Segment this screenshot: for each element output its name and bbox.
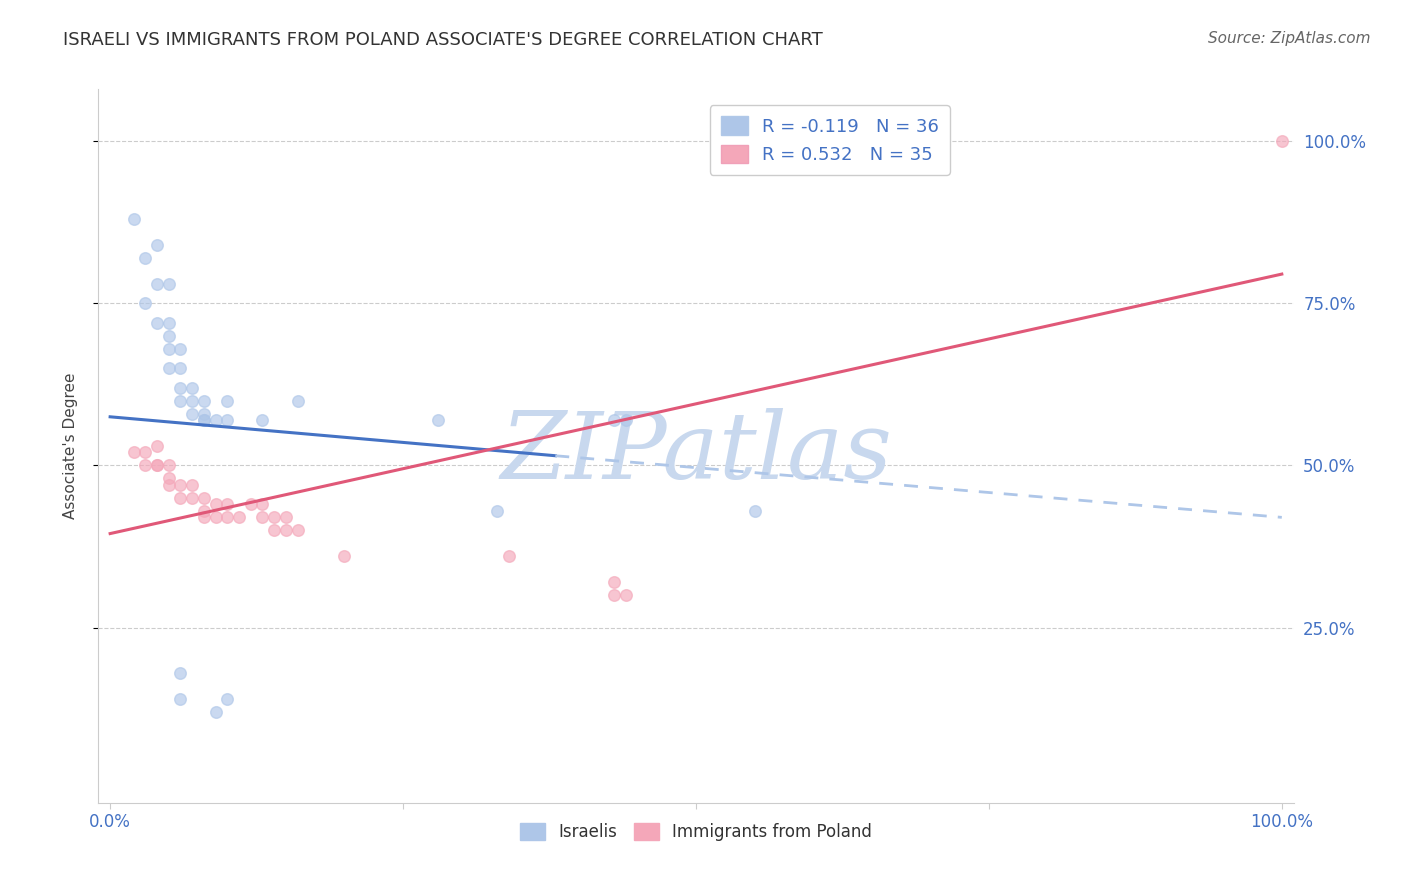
Point xyxy=(169,491,191,505)
Point xyxy=(134,251,156,265)
Point xyxy=(146,439,169,453)
Point xyxy=(228,510,250,524)
Point xyxy=(193,413,215,427)
Point xyxy=(603,413,626,427)
Point xyxy=(146,316,169,330)
Point xyxy=(287,393,309,408)
Point xyxy=(744,504,766,518)
Point xyxy=(274,510,297,524)
Point xyxy=(603,575,626,590)
Point xyxy=(193,407,215,421)
Point xyxy=(287,524,309,538)
Text: ISRAELI VS IMMIGRANTS FROM POLAND ASSOCIATE'S DEGREE CORRELATION CHART: ISRAELI VS IMMIGRANTS FROM POLAND ASSOCI… xyxy=(63,31,823,49)
Point xyxy=(204,413,226,427)
Point xyxy=(169,666,191,681)
Point xyxy=(498,549,520,564)
Point xyxy=(146,277,169,291)
Point xyxy=(252,497,274,511)
Point xyxy=(146,238,169,252)
Point xyxy=(614,413,637,427)
Point xyxy=(157,316,180,330)
Point xyxy=(204,705,226,719)
Point xyxy=(122,445,145,459)
Point xyxy=(157,277,180,291)
Point xyxy=(181,381,204,395)
Point xyxy=(217,393,239,408)
Text: Source: ZipAtlas.com: Source: ZipAtlas.com xyxy=(1208,31,1371,46)
Point xyxy=(157,471,180,485)
Point xyxy=(193,393,215,408)
Point xyxy=(217,413,239,427)
Point xyxy=(157,458,180,473)
Point xyxy=(239,497,262,511)
Point xyxy=(1271,134,1294,148)
Point xyxy=(181,478,204,492)
Point xyxy=(146,458,169,473)
Point xyxy=(333,549,356,564)
Y-axis label: Associate's Degree: Associate's Degree xyxy=(63,373,77,519)
Point xyxy=(169,361,191,376)
Point xyxy=(204,510,226,524)
Point xyxy=(274,524,297,538)
Point xyxy=(169,381,191,395)
Point xyxy=(169,393,191,408)
Point xyxy=(157,328,180,343)
Point xyxy=(157,361,180,376)
Point xyxy=(485,504,508,518)
Point xyxy=(217,692,239,706)
Point xyxy=(263,510,285,524)
Point xyxy=(134,296,156,310)
Point xyxy=(134,445,156,459)
Point xyxy=(169,692,191,706)
Point xyxy=(252,510,274,524)
Point xyxy=(252,413,274,427)
Point xyxy=(193,504,215,518)
Point xyxy=(169,342,191,356)
Point xyxy=(157,478,180,492)
Point xyxy=(146,458,169,473)
Point xyxy=(217,497,239,511)
Point xyxy=(193,491,215,505)
Point xyxy=(157,342,180,356)
Point xyxy=(204,497,226,511)
Point xyxy=(603,588,626,602)
Point xyxy=(263,524,285,538)
Point xyxy=(122,211,145,226)
Point xyxy=(169,478,191,492)
Point xyxy=(193,413,215,427)
Legend: Israelis, Immigrants from Poland: Israelis, Immigrants from Poland xyxy=(513,816,879,848)
Point xyxy=(217,510,239,524)
Point xyxy=(614,588,637,602)
Point xyxy=(193,510,215,524)
Text: ZIPatlas: ZIPatlas xyxy=(501,409,891,498)
Point xyxy=(427,413,450,427)
Point xyxy=(181,407,204,421)
Point xyxy=(181,491,204,505)
Point xyxy=(181,393,204,408)
Point xyxy=(134,458,156,473)
